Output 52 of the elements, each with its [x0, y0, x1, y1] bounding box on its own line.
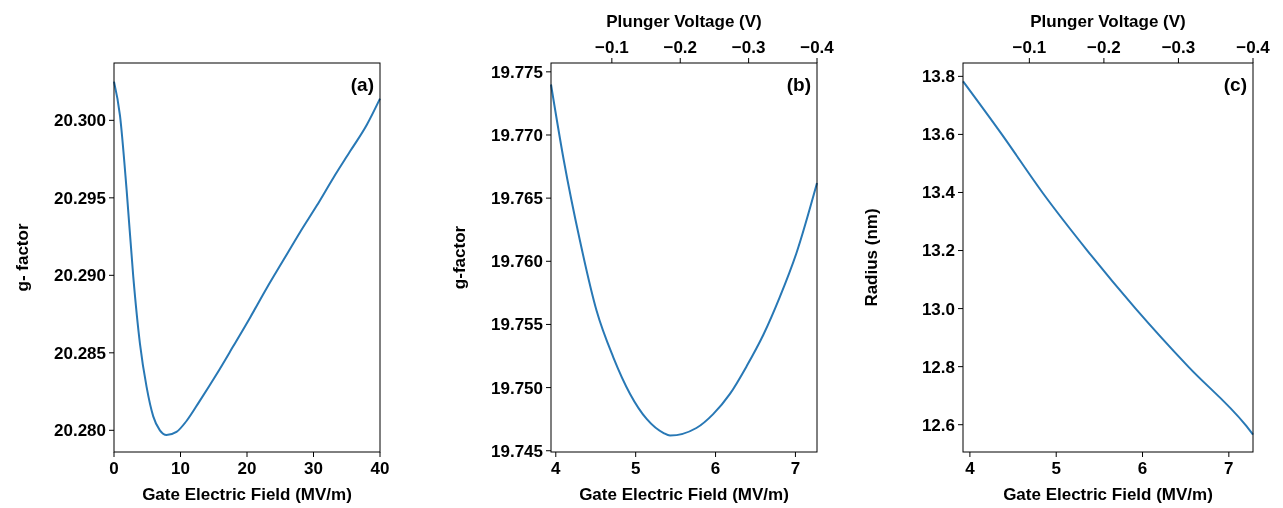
y-tick-label: 13.2: [921, 241, 955, 261]
x2-axis-title: Plunger Voltage (V): [606, 12, 762, 31]
y-tick-label: 19.755: [491, 315, 543, 335]
x2-tick-label: −0.2: [663, 38, 698, 57]
y-tick-label: 13.4: [921, 183, 956, 203]
y-tick-label: 19.775: [491, 62, 543, 82]
x2-tick-label: −0.2: [1087, 38, 1121, 57]
y-tick-label: 20.280: [54, 421, 106, 441]
x-tick-label: 30: [304, 459, 323, 478]
y-tick-label: 19.750: [491, 378, 543, 398]
x2-tick-label: −0.3: [1161, 38, 1196, 57]
x-tick-label: 5: [630, 459, 641, 478]
x2-tick-label: −0.3: [731, 38, 766, 57]
y-tick-label: 13.0: [921, 299, 955, 319]
x-tick-label: 6: [1137, 459, 1148, 478]
x-tick-label: 40: [370, 459, 390, 478]
x-tick-label: 7: [790, 459, 801, 478]
x-tick-label: 20: [237, 459, 257, 478]
y-tick-label: 13.6: [921, 125, 955, 145]
y-tick-label: 19.745: [491, 441, 543, 461]
x-tick-label: 7: [1224, 459, 1234, 478]
y-tick-label: 20.295: [54, 188, 106, 208]
x2-tick-label: −0.1: [595, 38, 629, 57]
x-tick-label: 4: [965, 459, 976, 478]
y-tick-label: 20.285: [54, 343, 106, 363]
x-axis-title: Gate Electric Field (MV/m): [1003, 485, 1213, 504]
y-tick-label: 12.6: [921, 415, 955, 435]
x2-tick-label: −0.4: [1236, 38, 1271, 57]
y-tick-label: 20.300: [54, 111, 106, 131]
annotation: (a): [350, 74, 374, 95]
x-tick-label: 5: [1051, 459, 1061, 478]
x-tick-label: 0: [109, 459, 119, 478]
y-tick-label: 13.8: [921, 67, 955, 87]
y-tick-label: 20.290: [54, 266, 106, 286]
x2-axis-title: Plunger Voltage (V): [1030, 12, 1186, 31]
y-axis-title: Radius (nm): [862, 208, 881, 307]
y-tick-label: 19.760: [491, 252, 543, 272]
y-tick-label: 19.765: [491, 189, 543, 209]
y-tick-label: 12.8: [921, 357, 955, 377]
x2-tick-label: −0.1: [1012, 38, 1047, 57]
annotation: (b): [786, 74, 811, 95]
y-tick-label: 19.770: [491, 125, 543, 145]
y-axis-title: g-factor: [450, 225, 469, 290]
x-axis-title: Gate Electric Field (MV/m): [142, 485, 352, 504]
annotation: (c): [1223, 74, 1247, 95]
line-series: [962, 80, 1254, 436]
y-axis-title: g- factor: [13, 223, 32, 292]
x-tick-label: 6: [710, 459, 721, 478]
x-tick-label: 4: [551, 459, 562, 478]
x-tick-label: 10: [171, 459, 190, 478]
x-axis-title: Gate Electric Field (MV/m): [579, 485, 789, 504]
x2-tick-label: −0.4: [800, 38, 835, 57]
